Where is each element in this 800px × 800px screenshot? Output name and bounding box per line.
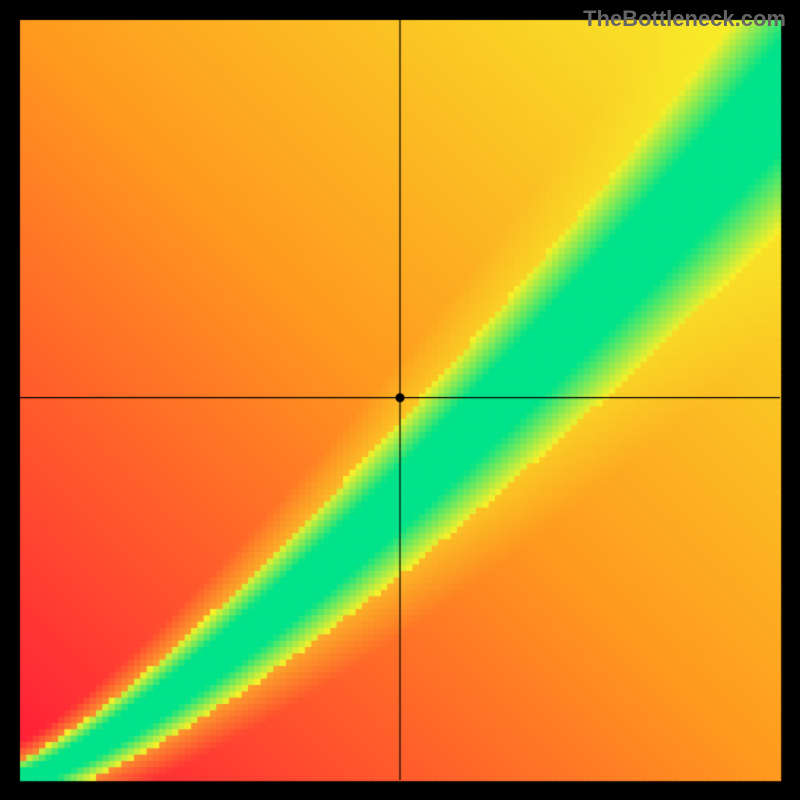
chart-container: TheBottleneck.com [0, 0, 800, 800]
watermark-text: TheBottleneck.com [583, 6, 786, 32]
heatmap-canvas [0, 0, 800, 800]
